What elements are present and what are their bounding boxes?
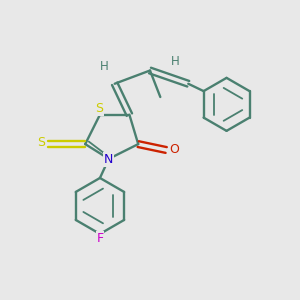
Text: N: N <box>104 153 113 166</box>
Text: H: H <box>171 55 179 68</box>
Text: O: O <box>169 142 179 156</box>
Text: F: F <box>96 232 103 245</box>
Text: S: S <box>37 136 45 149</box>
Text: H: H <box>100 60 109 73</box>
Text: S: S <box>95 102 104 115</box>
